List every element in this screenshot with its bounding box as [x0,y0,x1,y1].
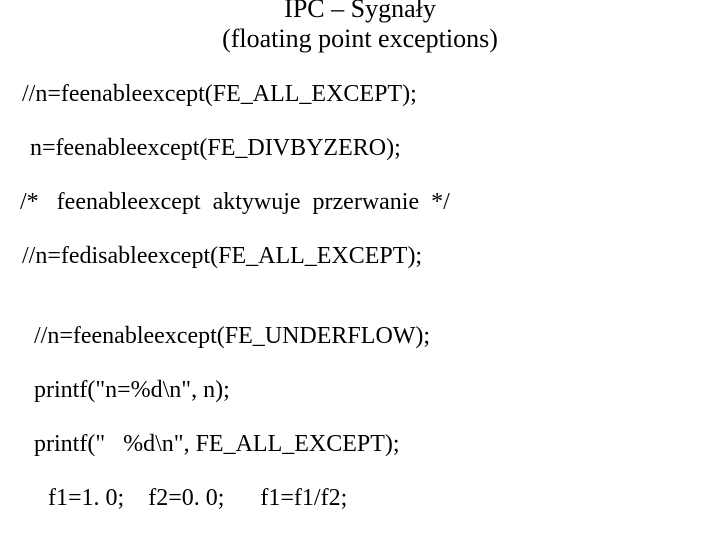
code-line: printf(" %d\n", FE_ALL_EXCEPT); [34,432,720,456]
code-line: //n=feenableexcept(FE_ALL_EXCEPT); [22,82,720,106]
slide-title: IPC – Sygnały (floating point exceptions… [0,0,720,54]
code-line: //n=fedisableexcept(FE_ALL_EXCEPT); [22,244,720,268]
code-block: //n=feenableexcept(FE_ALL_EXCEPT); n=fee… [0,82,720,510]
code-line: f1=1. 0; f2=0. 0; f1=f1/f2; [48,486,720,510]
title-line-2: (floating point exceptions) [0,24,720,54]
slide-page: IPC – Sygnały (floating point exceptions… [0,0,720,534]
code-line: n=feenableexcept(FE_DIVBYZERO); [30,136,720,160]
code-line: /* feenableexcept aktywuje przerwanie */ [20,190,720,214]
code-line: //n=feenableexcept(FE_UNDERFLOW); [34,324,720,348]
title-line-1: IPC – Sygnały [0,0,720,24]
code-line: printf("n=%d\n", n); [34,378,720,402]
